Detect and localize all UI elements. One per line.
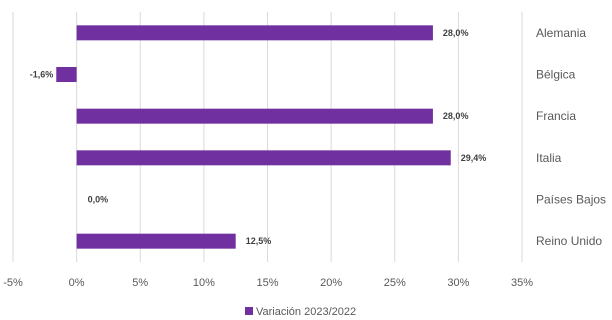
x-tick-label: 5% xyxy=(132,277,148,289)
x-tick-label: -5% xyxy=(3,277,23,289)
bar xyxy=(76,233,236,249)
x-axis-tick-labels: -5% 0% 5% 10% 15% 20% 25% 30% 35% xyxy=(3,277,533,289)
x-tick-label: 0% xyxy=(69,277,85,289)
data-label: 12,5% xyxy=(246,236,272,246)
x-tick-label: 10% xyxy=(193,277,215,289)
legend-swatch xyxy=(245,307,253,315)
bar xyxy=(76,25,433,41)
x-tick-label: 20% xyxy=(320,277,342,289)
category-labels: Alemania Bélgica Francia Italia Países Bajos… xyxy=(536,26,606,248)
category-label: Países Bajos xyxy=(536,193,606,207)
legend-label: Variación 2023/2022 xyxy=(256,306,356,318)
x-tick-label: 15% xyxy=(256,277,278,289)
data-label: -1,6% xyxy=(30,70,54,80)
legend: Variación 2023/2022 xyxy=(245,306,356,318)
data-labels: 28,0% -1,6% 28,0% 29,4% 0,0% 12,5% xyxy=(30,28,487,246)
category-label: Bélgica xyxy=(536,68,576,82)
x-tick-label: 30% xyxy=(447,277,469,289)
category-label: Reino Unido xyxy=(536,234,602,248)
bar xyxy=(56,67,77,82)
grid-lines xyxy=(12,12,523,262)
x-tick-label: 25% xyxy=(384,277,406,289)
bar xyxy=(76,150,451,166)
data-label: 0,0% xyxy=(88,195,109,205)
bar xyxy=(76,108,433,124)
category-label: Italia xyxy=(536,151,562,165)
x-tick-label: 35% xyxy=(511,277,533,289)
data-label: 28,0% xyxy=(443,111,469,121)
data-label: 28,0% xyxy=(443,28,469,38)
category-label: Alemania xyxy=(536,26,586,40)
category-label: Francia xyxy=(536,109,576,123)
bars xyxy=(56,25,451,249)
data-label: 29,4% xyxy=(461,153,487,163)
